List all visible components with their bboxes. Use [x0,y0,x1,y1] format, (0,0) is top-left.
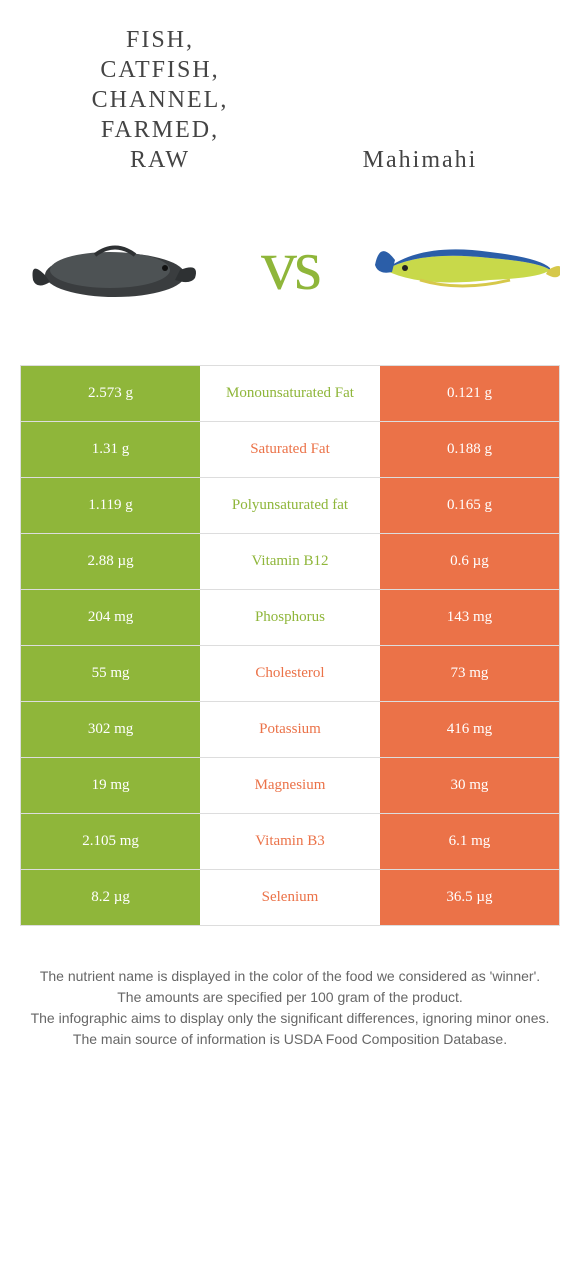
food-right-title: Mahimahi [290,145,550,175]
nutrient-label: Monounsaturated Fat [200,366,380,422]
right-value: 0.6 µg [380,534,560,590]
table-row: 2.573 gMonounsaturated Fat0.121 g [21,366,560,422]
nutrient-label: Polyunsaturated fat [200,478,380,534]
table-row: 55 mgCholesterol73 mg [21,646,560,702]
table-row: 2.88 µgVitamin B120.6 µg [21,534,560,590]
right-value: 73 mg [380,646,560,702]
table-row: 1.119 gPolyunsaturated fat0.165 g [21,478,560,534]
table-row: 302 mgPotassium416 mg [21,702,560,758]
left-value: 1.31 g [21,422,201,478]
mahimahi-image [370,195,560,335]
header: Fish,catfish,channel,farmed,raw Mahimahi [0,0,580,185]
right-value: 36.5 µg [380,870,560,926]
left-value: 2.573 g [21,366,201,422]
images-row: vs [0,185,580,365]
nutrient-label: Magnesium [200,758,380,814]
nutrient-table: 2.573 gMonounsaturated Fat0.121 g1.31 gS… [20,365,560,926]
table-row: 204 mgPhosphorus143 mg [21,590,560,646]
footer-notes: The nutrient name is displayed in the co… [0,946,580,1070]
catfish-image [20,195,210,335]
nutrient-label: Vitamin B12 [200,534,380,590]
table-row: 2.105 mgVitamin B36.1 mg [21,814,560,870]
right-value: 143 mg [380,590,560,646]
table-row: 8.2 µgSelenium36.5 µg [21,870,560,926]
left-value: 8.2 µg [21,870,201,926]
left-value: 204 mg [21,590,201,646]
right-value: 0.165 g [380,478,560,534]
vs-label: vs [261,224,319,307]
left-value: 19 mg [21,758,201,814]
right-value: 30 mg [380,758,560,814]
nutrient-label: Potassium [200,702,380,758]
food-left-title: Fish,catfish,channel,farmed,raw [30,25,290,175]
nutrient-label: Selenium [200,870,380,926]
right-value: 416 mg [380,702,560,758]
left-value: 2.88 µg [21,534,201,590]
nutrient-label: Phosphorus [200,590,380,646]
footer-line: The amounts are specified per 100 gram o… [10,987,570,1008]
left-value: 1.119 g [21,478,201,534]
table-row: 19 mgMagnesium30 mg [21,758,560,814]
right-value: 0.188 g [380,422,560,478]
left-value: 55 mg [21,646,201,702]
nutrient-label: Cholesterol [200,646,380,702]
right-value: 0.121 g [380,366,560,422]
footer-line: The nutrient name is displayed in the co… [10,966,570,987]
nutrient-label: Vitamin B3 [200,814,380,870]
left-value: 302 mg [21,702,201,758]
table-row: 1.31 gSaturated Fat0.188 g [21,422,560,478]
footer-line: The main source of information is USDA F… [10,1029,570,1050]
nutrient-label: Saturated Fat [200,422,380,478]
footer-line: The infographic aims to display only the… [10,1008,570,1029]
left-value: 2.105 mg [21,814,201,870]
right-value: 6.1 mg [380,814,560,870]
